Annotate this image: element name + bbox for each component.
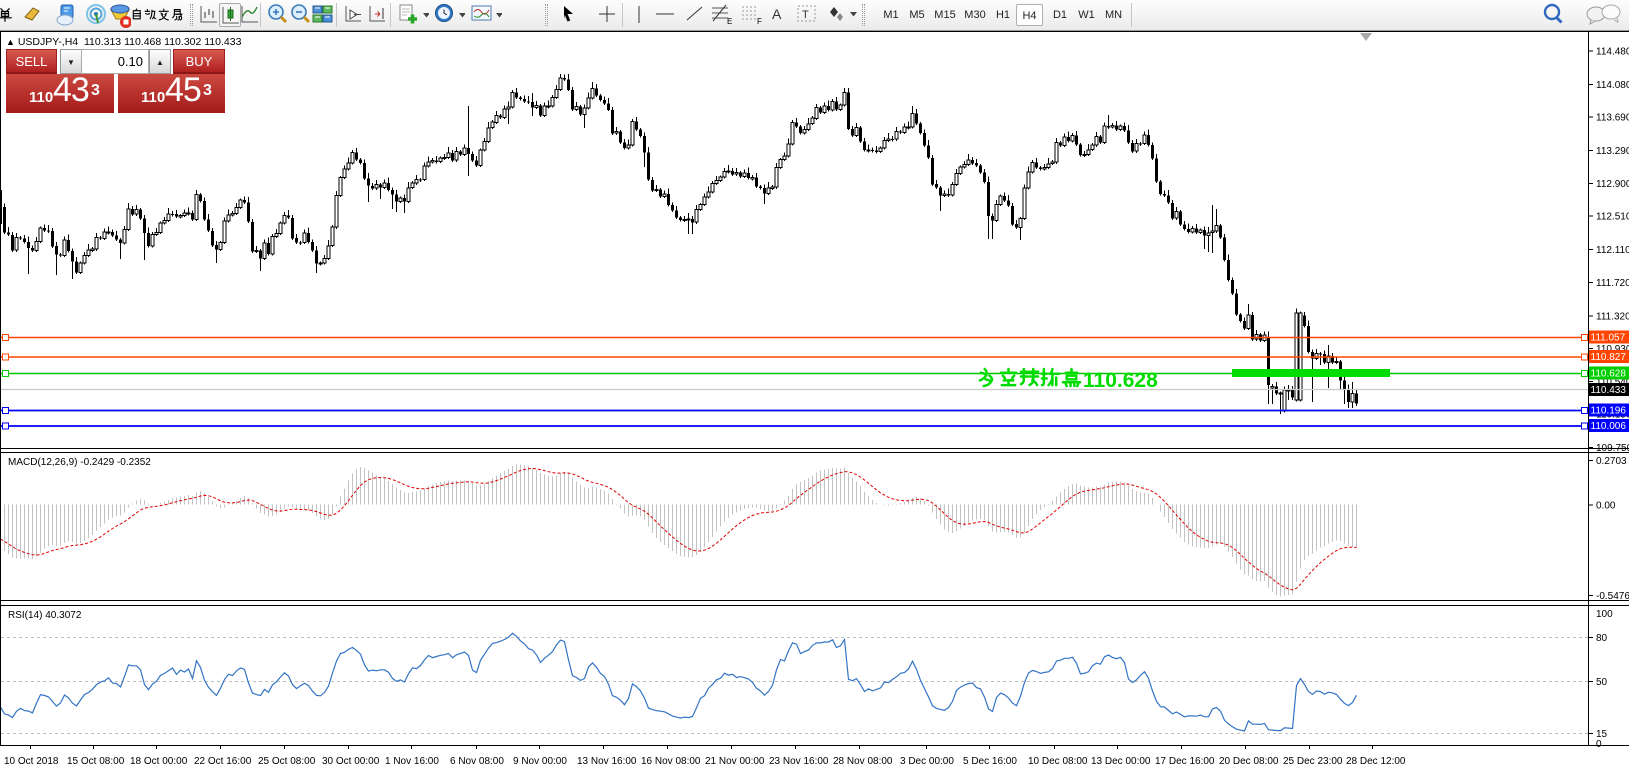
svg-text:110.540: 110.540	[1596, 377, 1629, 388]
svg-text:9 Nov 00:00: 9 Nov 00:00	[513, 756, 567, 767]
svg-text:-0.5476: -0.5476	[1596, 591, 1629, 602]
svg-text:F: F	[757, 17, 762, 26]
svg-text:30 Oct 00:00: 30 Oct 00:00	[322, 756, 380, 767]
svg-text:25 Oct 08:00: 25 Oct 08:00	[258, 756, 316, 767]
svg-text:5 Dec 16:00: 5 Dec 16:00	[963, 756, 1017, 767]
svg-text:111.057: 111.057	[1591, 333, 1626, 344]
svg-text:28 Dec 12:00: 28 Dec 12:00	[1346, 756, 1406, 767]
svg-text:113.290: 113.290	[1596, 146, 1629, 157]
svg-text:17 Dec 16:00: 17 Dec 16:00	[1155, 756, 1215, 767]
svg-text:28 Nov 08:00: 28 Nov 08:00	[833, 756, 893, 767]
svg-text:80: 80	[1596, 633, 1608, 644]
svg-text:0.2703: 0.2703	[1596, 456, 1627, 467]
svg-text:E: E	[727, 17, 732, 26]
svg-text:100: 100	[1596, 609, 1613, 620]
svg-text:MACD(12,26,9) -0.2429 -0.2352: MACD(12,26,9) -0.2429 -0.2352	[8, 457, 151, 468]
svg-text:13 Nov 16:00: 13 Nov 16:00	[577, 756, 637, 767]
svg-text:113.690: 113.690	[1596, 113, 1629, 124]
svg-text:110.628: 110.628	[1083, 369, 1158, 392]
svg-text:114.480: 114.480	[1596, 46, 1629, 57]
svg-text:111.320: 111.320	[1596, 312, 1629, 323]
svg-text:110.006: 110.006	[1591, 421, 1627, 432]
svg-text:T: T	[802, 9, 809, 21]
svg-text:110.827: 110.827	[1591, 352, 1627, 363]
svg-text:23 Nov 16:00: 23 Nov 16:00	[769, 756, 829, 767]
svg-text:112.510: 112.510	[1596, 212, 1629, 223]
svg-text:15: 15	[1596, 729, 1608, 740]
svg-text:111.720: 111.720	[1596, 278, 1629, 289]
svg-text:110.196: 110.196	[1591, 406, 1627, 417]
svg-text:50: 50	[1596, 677, 1608, 688]
svg-text:110.628: 110.628	[1591, 369, 1627, 380]
svg-text:6 Nov 08:00: 6 Nov 08:00	[450, 756, 504, 767]
svg-text:15 Oct 08:00: 15 Oct 08:00	[67, 756, 125, 767]
svg-text:20 Dec 08:00: 20 Dec 08:00	[1219, 756, 1279, 767]
svg-text:112.900: 112.900	[1596, 179, 1629, 190]
svg-text:10 Oct 2018: 10 Oct 2018	[4, 756, 59, 767]
svg-text:110.433: 110.433	[1591, 385, 1627, 396]
svg-text:112.110: 112.110	[1596, 245, 1629, 256]
svg-text:21 Nov 00:00: 21 Nov 00:00	[705, 756, 765, 767]
svg-text:16 Nov 08:00: 16 Nov 08:00	[641, 756, 701, 767]
svg-text:18 Oct 00:00: 18 Oct 00:00	[130, 756, 188, 767]
svg-text:110.930: 110.930	[1596, 344, 1629, 355]
svg-text:25 Dec 23:00: 25 Dec 23:00	[1283, 756, 1343, 767]
svg-text:0: 0	[1596, 739, 1602, 750]
svg-text:1 Nov 16:00: 1 Nov 16:00	[385, 756, 439, 767]
svg-text:RSI(14) 40.3072: RSI(14) 40.3072	[8, 610, 82, 621]
svg-text:114.080: 114.080	[1596, 80, 1629, 91]
svg-text:109.750: 109.750	[1596, 443, 1629, 454]
svg-text:13 Dec 00:00: 13 Dec 00:00	[1091, 756, 1151, 767]
svg-text:0.00: 0.00	[1596, 501, 1616, 512]
svg-text:22 Oct 16:00: 22 Oct 16:00	[194, 756, 252, 767]
svg-text:3 Dec 00:00: 3 Dec 00:00	[900, 756, 954, 767]
svg-text:10 Dec 08:00: 10 Dec 08:00	[1028, 756, 1088, 767]
